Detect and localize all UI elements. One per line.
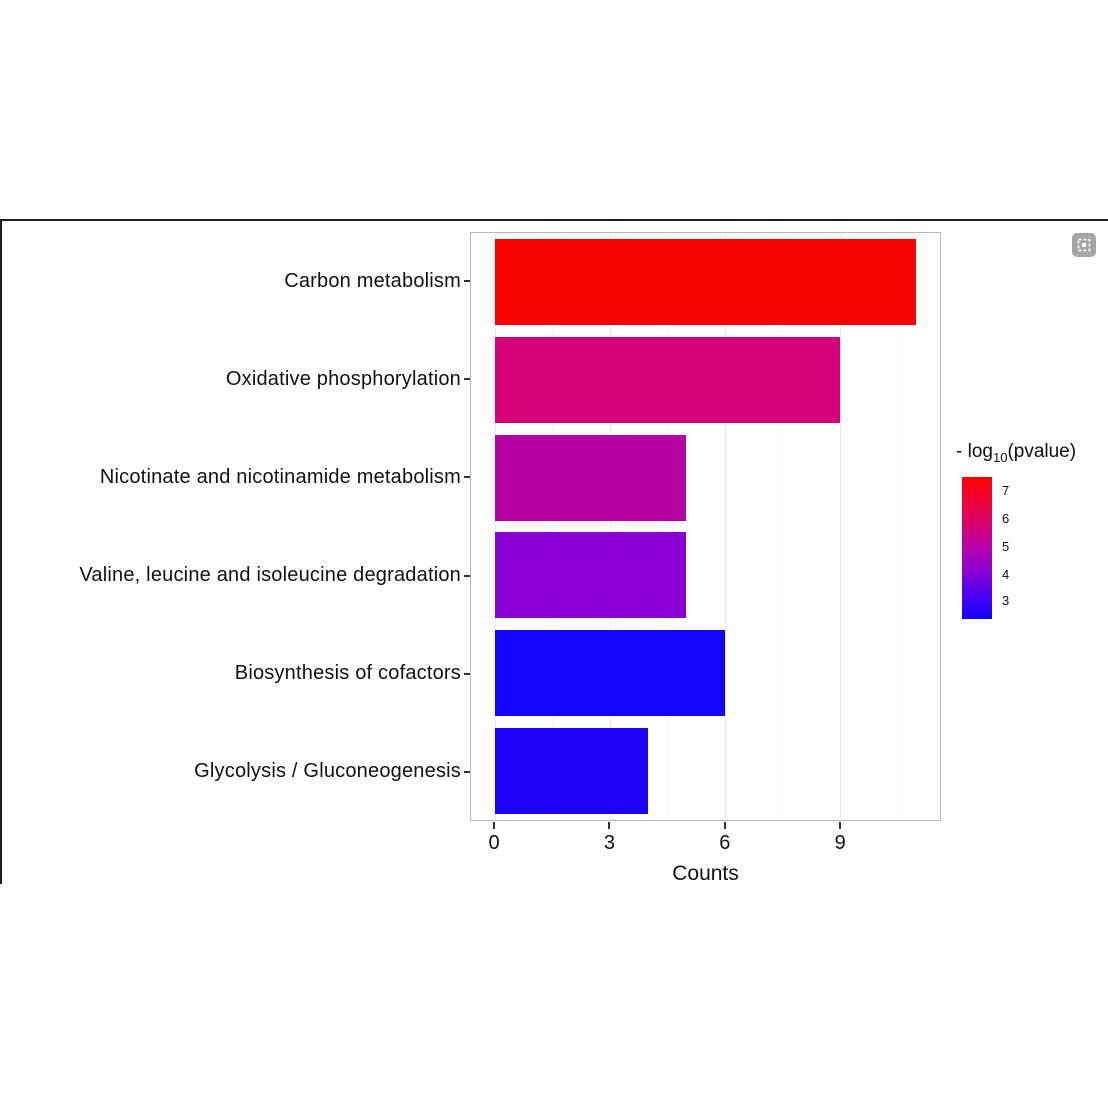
bar-row <box>471 331 940 429</box>
bar-row <box>471 624 940 722</box>
gridline-major <box>839 233 841 820</box>
legend-tick-label: 7 <box>1002 482 1010 498</box>
gridline-minor <box>552 233 554 820</box>
gridline-major <box>724 233 726 820</box>
bar-oxidative-phosphorylation <box>494 336 840 423</box>
plot-panel <box>470 232 941 821</box>
screenshot-button[interactable] <box>1072 233 1096 257</box>
colorbar-wrap: 7 6 5 4 3 <box>962 476 1106 619</box>
category-label: Glycolysis / Gluconeogenesis <box>194 760 461 783</box>
y-axis-label-row: Carbon metabolism <box>0 232 470 330</box>
y-tick-mark <box>464 378 470 381</box>
bar-valine-degradation <box>494 532 687 619</box>
gridline-minor <box>667 233 669 820</box>
legend-title-suffix: (pvalue) <box>1007 441 1077 462</box>
y-axis-label-row: Nicotinate and nicotinamide metabolism <box>0 428 470 526</box>
y-axis-labels: Carbon metabolism Oxidative phosphorylat… <box>0 232 470 821</box>
x-tick-mark <box>608 822 611 829</box>
frame-left-border <box>0 219 2 884</box>
y-axis-label-row: Glycolysis / Gluconeogenesis <box>0 723 470 821</box>
x-tick-label: 3 <box>603 832 615 854</box>
x-axis: 0 3 6 9 Counts <box>470 822 941 902</box>
bar-row <box>471 526 940 624</box>
category-label: Nicotinate and nicotinamide metabolism <box>99 465 461 488</box>
x-tick-label: 6 <box>719 832 731 854</box>
x-tick-label: 0 <box>488 832 500 854</box>
bar-row <box>471 722 940 820</box>
gridline-major <box>494 233 496 820</box>
legend-tick-label: 5 <box>1002 538 1010 554</box>
category-label: Carbon metabolism <box>284 269 461 292</box>
bar-biosynthesis-cofactors <box>494 630 725 717</box>
bar-glycolysis <box>494 728 649 815</box>
x-tick-mark <box>723 822 726 829</box>
x-axis-title: Counts <box>672 862 739 885</box>
category-label: Oxidative phosphorylation <box>225 367 461 390</box>
y-tick-mark <box>464 770 470 773</box>
gridline-minor <box>782 233 784 820</box>
y-tick-mark <box>464 476 470 479</box>
legend: - log10(pvalue) 7 6 5 4 3 <box>956 441 1106 619</box>
x-tick-mark <box>493 822 496 829</box>
screenshot-icon <box>1077 238 1091 252</box>
legend-tick-label: 6 <box>1002 510 1010 526</box>
frame-top-border <box>0 219 1108 221</box>
y-tick-mark <box>464 280 470 283</box>
category-label: Valine, leucine and isoleucine degradati… <box>79 564 461 587</box>
y-axis-label-row: Valine, leucine and isoleucine degradati… <box>0 526 470 624</box>
bar-nicotinate-metabolism <box>494 434 687 521</box>
legend-tick-label: 3 <box>1002 592 1010 608</box>
gridline-major <box>609 233 611 820</box>
colorbar-gradient <box>962 476 992 619</box>
bar-row <box>471 233 940 331</box>
bar-row <box>471 429 940 527</box>
legend-tick-label: 4 <box>1002 566 1010 582</box>
y-axis-label-row: Biosynthesis of cofactors <box>0 625 470 723</box>
y-tick-mark <box>464 672 470 675</box>
bar-carbon-metabolism <box>494 238 917 325</box>
category-label: Biosynthesis of cofactors <box>234 662 461 685</box>
x-tick-label: 9 <box>834 832 846 854</box>
y-axis-label-row: Oxidative phosphorylation <box>0 330 470 428</box>
legend-title: - log10(pvalue) <box>956 441 1106 465</box>
y-tick-mark <box>464 574 470 577</box>
gridline-minor <box>897 233 899 820</box>
legend-title-subscript: 10 <box>992 449 1008 465</box>
legend-title-prefix: - log <box>956 441 993 462</box>
x-tick-mark <box>839 822 842 829</box>
